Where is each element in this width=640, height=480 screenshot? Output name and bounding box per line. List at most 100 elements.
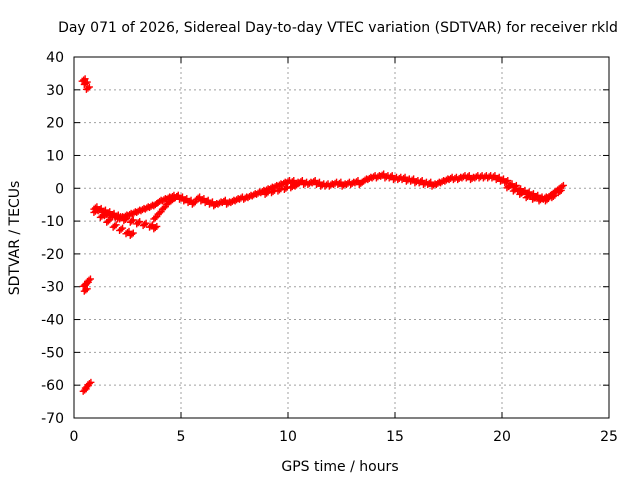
y-tick-label: -70 — [41, 411, 64, 427]
data-point — [154, 210, 162, 218]
data-point — [223, 200, 231, 208]
y-tick-label: 10 — [46, 148, 64, 164]
data-point — [214, 200, 222, 208]
data-point — [109, 223, 117, 231]
data-point — [133, 208, 141, 216]
data-point — [501, 179, 509, 187]
data-point — [80, 80, 88, 88]
data-point — [91, 207, 99, 215]
data-point — [554, 189, 562, 197]
grid-lines — [74, 57, 609, 418]
data-point — [504, 183, 512, 191]
y-tick-label: 40 — [46, 50, 64, 66]
x-tick-labels: 0 5 10 15 20 25 — [70, 429, 618, 445]
y-tick-label: -50 — [41, 345, 64, 361]
data-point — [516, 190, 524, 198]
data-point — [150, 202, 158, 210]
data-point — [524, 192, 532, 200]
y-tick-label: 0 — [55, 181, 64, 197]
data-point — [454, 176, 462, 184]
data-point — [274, 187, 282, 195]
data-point — [151, 214, 159, 222]
y-tick-label: -30 — [41, 280, 64, 296]
axis-ticks — [73, 56, 610, 419]
x-axis-label: GPS time / hours — [281, 459, 398, 475]
data-point — [268, 189, 276, 197]
data-point — [364, 176, 372, 184]
x-tick-label: 5 — [177, 429, 186, 445]
data-point — [133, 220, 141, 228]
data-point — [537, 196, 545, 204]
data-point — [104, 217, 112, 225]
data-point — [82, 286, 90, 294]
data-point — [111, 222, 119, 230]
data-point — [304, 181, 312, 189]
y-tick-label: -40 — [41, 313, 64, 329]
data-point — [261, 190, 269, 198]
data-point — [190, 199, 198, 207]
data-point — [85, 380, 93, 388]
data-point — [556, 188, 564, 196]
data-point — [134, 219, 142, 227]
data-point — [137, 207, 145, 215]
y-axis-label: SDTVAR / TECUs — [7, 181, 23, 296]
data-point — [160, 204, 168, 212]
data-point — [441, 177, 449, 185]
data-point — [530, 194, 538, 202]
y-tick-label: -60 — [41, 378, 64, 394]
x-tick-label: 25 — [600, 429, 618, 445]
chart-title: Day 071 of 2026, Sidereal Day-to-day VTE… — [58, 20, 618, 36]
x-tick-label: 20 — [493, 429, 511, 445]
data-point — [126, 231, 134, 239]
data-point — [280, 185, 288, 193]
data-point — [113, 215, 121, 223]
data-point — [84, 381, 92, 389]
data-point — [82, 85, 90, 93]
data-point — [117, 225, 125, 233]
data-point — [541, 197, 549, 205]
data-point — [355, 181, 363, 189]
data-point — [141, 205, 149, 213]
data-point — [158, 197, 166, 205]
data-point — [511, 186, 519, 194]
data-point — [338, 182, 346, 190]
data-point — [139, 222, 147, 230]
plot-frame — [73, 56, 610, 419]
data-point — [360, 177, 368, 185]
data-point — [101, 212, 109, 220]
data-point — [503, 184, 511, 192]
data-point — [96, 213, 104, 221]
data-point — [467, 176, 475, 184]
data-point — [107, 213, 115, 221]
data-point — [325, 182, 333, 190]
data-point — [154, 199, 162, 207]
data-point — [150, 215, 158, 223]
data-point — [517, 189, 525, 197]
data-point — [146, 204, 154, 212]
data-point — [85, 276, 93, 284]
data-point — [109, 212, 117, 220]
y-tick-label: 20 — [46, 116, 64, 132]
data-point — [248, 192, 256, 200]
data-point — [253, 190, 261, 198]
data-point — [372, 174, 380, 182]
data-point — [529, 195, 537, 203]
data-point — [120, 217, 128, 225]
data-point — [158, 205, 166, 213]
data-point — [210, 202, 218, 210]
data-point — [244, 194, 252, 202]
data-point — [126, 218, 134, 226]
data-point — [522, 194, 530, 202]
data-point — [428, 182, 436, 190]
data-point — [115, 214, 123, 222]
data-point — [240, 195, 248, 203]
data-point — [432, 181, 440, 189]
data-point — [151, 224, 159, 232]
y-tick-label: -20 — [41, 247, 64, 263]
data-point — [548, 194, 556, 202]
x-tick-label: 10 — [279, 429, 297, 445]
data-point — [287, 184, 295, 192]
y-tick-label: -10 — [41, 214, 64, 230]
data-point — [278, 181, 286, 189]
